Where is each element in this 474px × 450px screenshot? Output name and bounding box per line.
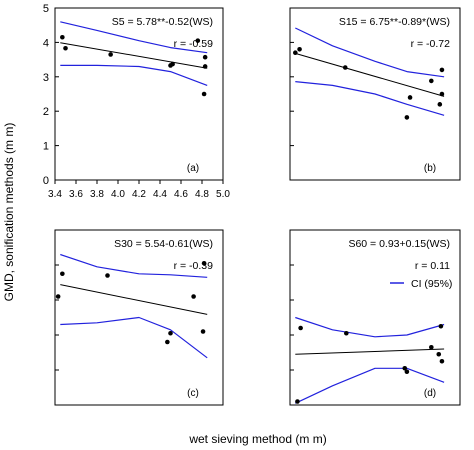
regression-line [60, 284, 208, 315]
regression-line [295, 348, 445, 355]
correlation-coefficient: r = -0.59 [174, 38, 214, 50]
panel-tag: (b) [424, 163, 436, 174]
data-point [191, 294, 196, 299]
x-tick-label: 4.4 [153, 189, 167, 200]
data-point [60, 34, 65, 40]
ci-upper-line [60, 21, 208, 54]
data-point [202, 64, 208, 69]
data-point [439, 358, 445, 364]
ci-lower-line [295, 367, 445, 404]
x-tick-label: 3.8 [90, 189, 104, 200]
regression-equation: S15 = 6.75**-0.89*(WS) [339, 16, 450, 28]
data-point [200, 329, 206, 334]
correlation-coefficient: r = -0.72 [411, 38, 451, 50]
panel-a: 0 1 2 3 4 5 3.4 3.6 3.8 4.0 4.2 4.4 4.6 4.8 5.0 S5 = 5.… [43, 3, 231, 200]
data-point [170, 61, 175, 67]
x-tick-label: 4.6 [174, 189, 188, 200]
data-point [342, 65, 348, 70]
data-point [438, 323, 444, 329]
panel-frame [54, 7, 224, 181]
regression-equation: S60 = 0.93+0.15(WS) [348, 238, 450, 250]
y-tick-label: 2 [43, 106, 49, 118]
data-point [402, 365, 408, 371]
panel-b: S15 = 6.75**-0.89*(WS) r = -0.72 (b) [289, 7, 461, 181]
data-point [298, 325, 303, 331]
ci-upper-line [60, 253, 208, 278]
ci-lower-line [60, 316, 208, 359]
x-tick-label: 4.2 [132, 189, 146, 200]
ci-upper-line [295, 316, 445, 338]
x-tick-label: 3.6 [69, 189, 83, 200]
panel-d: S60 = 0.93+0.15(WS) r = 0.11 (d) CI (95%) [289, 229, 461, 406]
legend-label: CI (95%) [411, 278, 452, 290]
data-point [105, 273, 110, 278]
data-point [195, 38, 201, 43]
data-point [60, 271, 65, 277]
data-point [55, 294, 61, 299]
data-point [436, 351, 442, 357]
data-point [202, 54, 208, 60]
data-point [407, 95, 413, 100]
data-point [404, 115, 410, 120]
panel-tag: (a) [187, 163, 199, 174]
data-point [429, 344, 434, 350]
y-tick-label: 0 [43, 175, 49, 187]
y-axis-label: GMD, sonification methods (m m) [2, 123, 16, 302]
data-point [165, 339, 170, 345]
data-point [429, 78, 434, 84]
correlation-coefficient: r = -0.39 [174, 260, 214, 272]
regression-equation: S30 = 5.54-0.61(WS) [114, 238, 213, 250]
ci-lower-line [295, 81, 445, 116]
y-tick-label: 1 [43, 141, 49, 153]
data-point [201, 91, 207, 97]
correlation-coefficient: r = 0.11 [415, 260, 450, 272]
panel-frame [289, 7, 461, 181]
data-point [344, 330, 349, 336]
data-point [295, 399, 300, 404]
panel-c: S30 = 5.54-0.61(WS) r = -0.39 (c) [54, 229, 224, 406]
y-tick-label: 3 [43, 72, 49, 84]
x-tick-label: 3.4 [48, 189, 62, 200]
panel-frame [289, 229, 461, 406]
data-point [201, 260, 207, 266]
panel-frame [54, 229, 224, 406]
x-axis-label: wet sieving method (m m) [188, 432, 326, 446]
y-tick-label: 4 [43, 37, 49, 49]
panel-tag: (c) [187, 388, 199, 399]
y-tick-label: 5 [43, 3, 49, 15]
regression-line [295, 52, 445, 97]
data-point [437, 102, 443, 107]
x-tick-label: 5.0 [216, 189, 230, 200]
x-tick-label: 4.8 [195, 189, 209, 200]
data-point [404, 369, 410, 375]
data-point [297, 46, 302, 52]
panel-tag: (d) [424, 388, 436, 399]
data-point [108, 52, 113, 57]
data-point [168, 330, 173, 336]
x-tick-label: 4.0 [111, 189, 125, 200]
panels: 0 1 2 3 4 5 3.4 3.6 3.8 4.0 4.2 4.4 4.6 4.8 5.0 S5 = 5.… [43, 3, 461, 406]
data-point [293, 50, 298, 56]
data-point [439, 91, 445, 97]
regression-line [60, 42, 208, 69]
ci-upper-line [295, 27, 445, 78]
data-point [439, 67, 445, 73]
data-point [63, 45, 68, 51]
regression-equation: S5 = 5.78**-0.52(WS) [112, 16, 213, 28]
ci-lower-line [60, 64, 208, 86]
